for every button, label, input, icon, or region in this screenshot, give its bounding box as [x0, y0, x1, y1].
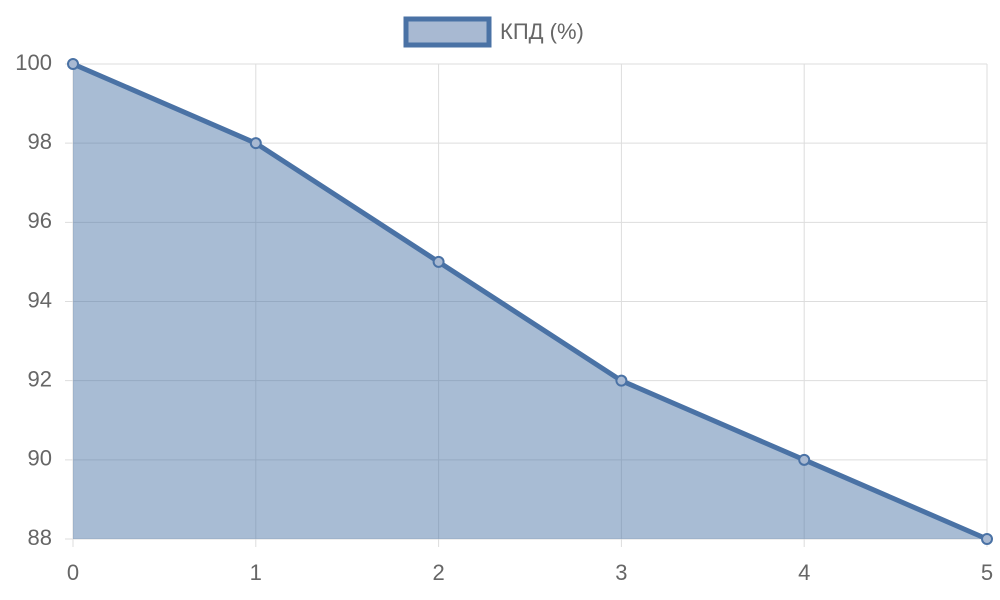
- x-tick-label: 4: [798, 560, 810, 585]
- y-tick-label: 92: [28, 366, 52, 391]
- area: [73, 64, 987, 539]
- x-tick-label: 3: [615, 560, 627, 585]
- point: [67, 58, 79, 70]
- y-tick-label: 100: [15, 50, 52, 75]
- legend-label: КПД (%): [500, 19, 584, 44]
- y-tick-label: 90: [28, 446, 52, 471]
- point: [432, 255, 445, 268]
- point: [615, 374, 628, 387]
- y-tick-label: 98: [28, 129, 52, 154]
- point: [798, 453, 811, 466]
- x-tick-label: 5: [981, 560, 993, 585]
- x-tick-label: 0: [67, 560, 79, 585]
- point: [249, 137, 262, 150]
- y-tick-label: 94: [28, 287, 52, 312]
- legend-swatch: [403, 16, 492, 48]
- x-tick-label: 2: [432, 560, 444, 585]
- x-tick-label: 1: [250, 560, 262, 585]
- line: [72, 61, 988, 542]
- y-tick-label: 88: [28, 525, 52, 550]
- y-tick-label: 96: [28, 208, 52, 233]
- point: [981, 533, 993, 545]
